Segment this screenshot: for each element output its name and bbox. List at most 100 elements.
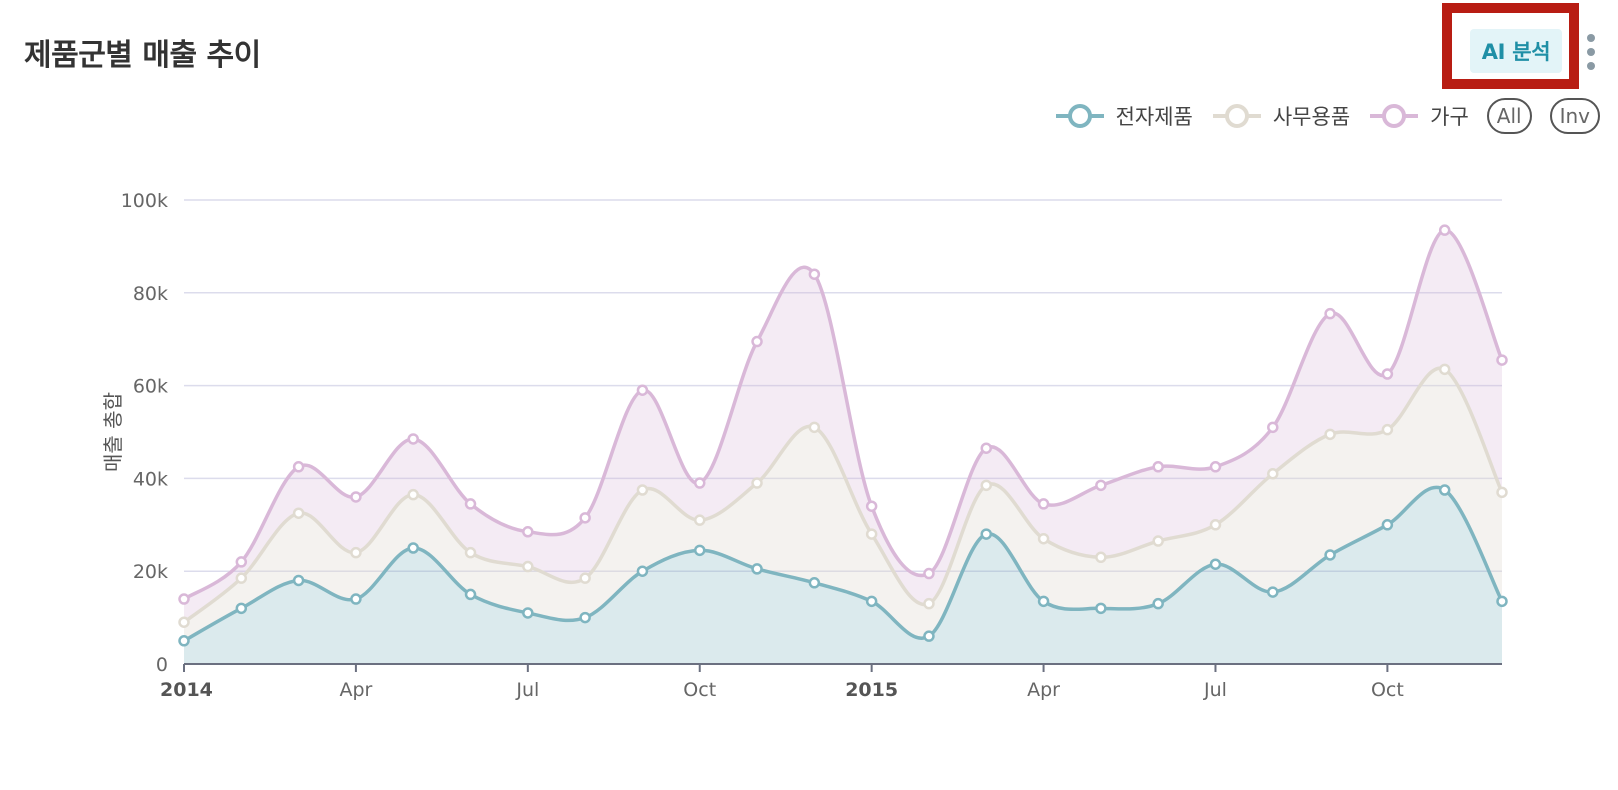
menu-dot [1587, 48, 1595, 56]
point-office [636, 484, 649, 496]
point-furniture [350, 491, 362, 503]
point-furniture [1496, 354, 1508, 366]
legend-item-office[interactable]: 사무용품 [1211, 101, 1350, 131]
x-tick-label: Apr [339, 679, 372, 701]
legend-select-all-button[interactable]: All [1486, 98, 1532, 134]
x-tick-label: Oct [1371, 679, 1404, 701]
point-office [292, 507, 305, 519]
y-tick-label: 20k [133, 561, 168, 583]
x-tick-label: Oct [683, 679, 716, 701]
point-furniture [178, 593, 190, 605]
area-furniture [184, 230, 1502, 623]
area-electronics [184, 487, 1502, 664]
point-office [178, 616, 190, 628]
point-electronics [1438, 484, 1451, 496]
x-tick-label: 2015 [845, 679, 898, 701]
point-electronics [235, 602, 248, 615]
point-furniture [292, 461, 305, 473]
point-furniture [693, 477, 706, 489]
y-tick-label: 0 [156, 654, 168, 676]
point-office [235, 572, 248, 584]
point-electronics [1324, 549, 1336, 561]
point-furniture [1095, 479, 1107, 492]
point-electronics [579, 611, 591, 624]
legend-item-furniture[interactable]: 가구 [1368, 101, 1469, 131]
more-vertical-icon[interactable] [1582, 34, 1600, 70]
point-furniture [1324, 307, 1336, 320]
legend-swatch-electronics [1055, 104, 1104, 128]
point-electronics [1209, 558, 1222, 570]
x-tick-label: 2014 [160, 679, 213, 701]
point-office [1095, 551, 1107, 564]
point-electronics [808, 577, 821, 589]
point-electronics [1037, 595, 1050, 608]
x-tick-label: Jul [515, 679, 539, 701]
point-furniture [1438, 224, 1451, 236]
legend-item-electronics[interactable]: 전자제품 [1054, 101, 1193, 131]
y-axis-label: 매출 총합 [101, 392, 125, 472]
menu-dot [1587, 34, 1595, 42]
point-furniture [865, 500, 878, 512]
point-electronics [980, 528, 993, 540]
point-office [464, 546, 477, 559]
point-office [923, 597, 935, 610]
y-tick-label: 40k [133, 468, 168, 490]
point-office [808, 421, 821, 434]
y-tick-label: 60k [133, 376, 168, 398]
point-office [1152, 535, 1164, 547]
area-office [184, 368, 1502, 641]
point-furniture [235, 556, 248, 568]
menu-dot [1587, 62, 1595, 70]
point-office [522, 560, 534, 573]
point-electronics [693, 544, 706, 557]
point-electronics [751, 563, 763, 575]
point-office [1496, 486, 1508, 499]
point-electronics [350, 593, 362, 605]
legend-label-office: 사무용품 [1272, 105, 1351, 129]
point-furniture [1209, 461, 1222, 473]
point-electronics [1381, 519, 1394, 531]
legend-swatch-office [1212, 104, 1261, 128]
point-office [1381, 423, 1394, 436]
legend-invert-button[interactable]: Inv [1549, 98, 1600, 134]
point-electronics [923, 630, 935, 642]
point-office [579, 572, 591, 584]
point-furniture [522, 526, 534, 538]
point-electronics [464, 588, 477, 601]
point-office [1438, 363, 1451, 376]
point-furniture [464, 498, 477, 510]
line-furniture [183, 228, 1504, 601]
point-furniture [636, 384, 649, 396]
point-furniture [579, 512, 591, 524]
point-office [1267, 468, 1279, 480]
chart-legend: 전자제품 사무용품 가구 All Inv [1054, 96, 1600, 136]
x-tick-label: Jul [1203, 679, 1227, 701]
point-office [1324, 428, 1336, 441]
y-tick-label: 100k [121, 190, 168, 212]
point-electronics [522, 607, 534, 619]
point-furniture [407, 433, 419, 445]
point-office [865, 528, 878, 540]
point-furniture [1152, 461, 1164, 473]
legend-label-furniture: 가구 [1430, 105, 1469, 129]
point-furniture [1037, 498, 1050, 510]
point-office [1209, 519, 1222, 531]
point-electronics [865, 595, 878, 608]
point-office [1037, 532, 1050, 545]
y-tick-label: 80k [133, 283, 168, 305]
legend-label-electronics: 전자제품 [1115, 105, 1193, 129]
point-office [407, 488, 419, 501]
point-furniture [808, 268, 821, 280]
point-electronics [407, 542, 419, 554]
point-electronics [1267, 586, 1279, 598]
point-furniture [751, 335, 763, 348]
point-electronics [1152, 597, 1164, 610]
point-furniture [980, 442, 993, 454]
ai-analysis-button[interactable]: AI 분석 [1470, 29, 1562, 73]
point-electronics [292, 574, 305, 587]
legend-swatch-furniture [1370, 104, 1419, 128]
point-office [751, 477, 763, 489]
point-furniture [1267, 421, 1279, 434]
point-electronics [636, 565, 649, 577]
